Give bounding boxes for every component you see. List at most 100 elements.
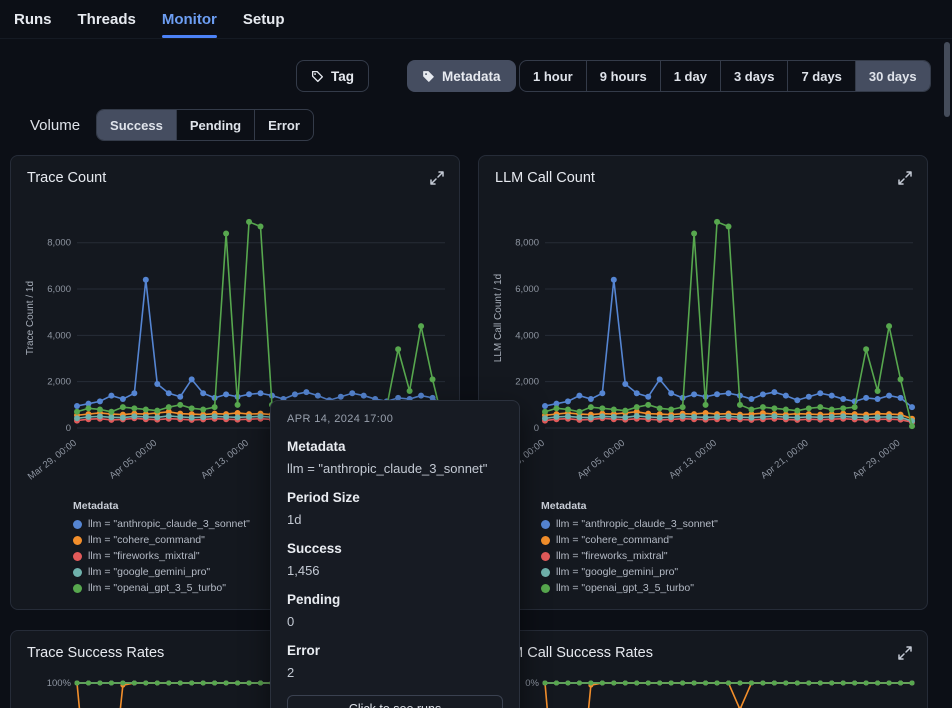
scrollbar-thumb[interactable] [944,42,950,117]
svg-text:8,000: 8,000 [47,238,71,249]
svg-text:Apr 13, 00:00: Apr 13, 00:00 [199,438,251,482]
tab-runs[interactable]: Runs [14,10,52,28]
legend-item[interactable]: llm = "openai_gpt_3_5_turbo" [73,580,250,596]
volume-label: Volume [30,116,81,134]
legend-label: llm = "cohere_command" [88,534,205,546]
expand-icon[interactable] [429,170,445,186]
metadata-filter-label: Metadata [442,68,501,84]
llm-call-success-rates-card: LLM Call Success Rates 0% [478,630,928,708]
expand-icon[interactable] [897,645,913,661]
legend-color-dot [541,551,550,561]
legend-color-dot [541,567,550,577]
legend-label: llm = "google_gemini_pro" [88,566,211,578]
volume-status-group: Success Pending Error [96,109,314,141]
card-title: Trace Count [27,170,107,186]
tooltip-pending-value: 0 [287,614,295,629]
legend-item[interactable]: llm = "google_gemini_pro" [541,564,718,580]
legend-label: llm = "fireworks_mixtral" [556,550,668,562]
svg-text:Apr 05, 00:00: Apr 05, 00:00 [575,438,627,482]
tab-threads[interactable]: Threads [77,10,136,28]
llm-call-success-rates-chart[interactable]: 0% [487,671,917,708]
svg-text:LLM Call Count / 1d: LLM Call Count / 1d [493,274,504,362]
tooltip-metadata-value: llm = "anthropic_claude_3_sonnet" [287,461,488,476]
svg-text:0: 0 [534,423,539,434]
legend-label: llm = "openai_gpt_3_5_turbo" [556,582,694,594]
legend-color-dot [73,519,82,529]
legend-item[interactable]: llm = "google_gemini_pro" [73,564,250,580]
svg-text:100%: 100% [47,678,72,689]
metadata-tag-icon [422,70,435,83]
legend-item[interactable]: llm = "cohere_command" [541,532,718,548]
legend-item[interactable]: llm = "anthropic_claude_3_sonnet" [541,516,718,532]
tooltip-pending-label: Pending [287,592,341,607]
trace-count-legend: Metadata llm = "anthropic_claude_3_sonnet… [73,500,250,596]
legend-item[interactable]: llm = "fireworks_mixtral" [541,548,718,564]
range-1-hour[interactable]: 1 hour [533,68,573,84]
legend-color-dot [73,583,82,593]
range-3-days[interactable]: 3 days [719,61,787,91]
llm-call-count-legend: Metadata llm = "anthropic_claude_3_sonnet… [541,500,718,596]
tooltip-success-label: Success [287,541,342,556]
svg-text:Trace Count / 1d: Trace Count / 1d [25,281,36,355]
legend-title: Metadata [73,500,119,512]
svg-text:6,000: 6,000 [47,284,71,295]
trace-count-card: Trace Count 0 2,000 4,000 6,000 8,000 Mar 29,… [10,155,460,610]
svg-text:6,000: 6,000 [515,284,539,295]
tag-filter-label: Tag [331,68,354,84]
svg-text:Apr 21, 00:00: Apr 21, 00:00 [759,438,811,482]
tooltip-period-size-value: 1d [287,512,302,527]
tag-filter-button[interactable]: Tag [296,60,369,92]
tooltip-timestamp: APR 14, 2024 17:00 [287,413,394,425]
volume-success-option[interactable]: Success [97,110,176,140]
click-to-see-runs-button[interactable]: Click to see runs [287,695,503,708]
card-title: LLM Call Count [495,170,595,186]
range-1-day[interactable]: 1 day [659,61,720,91]
tab-setup[interactable]: Setup [242,10,285,28]
metadata-filter-button[interactable]: Metadata [407,60,516,92]
legend-color-dot [73,551,82,561]
svg-text:Mar 29, 00:00: Mar 29, 00:00 [26,438,79,483]
volume-error-option[interactable]: Error [254,110,313,140]
svg-text:0%: 0% [525,678,539,689]
legend-color-dot [541,535,550,545]
legend-label: llm = "google_gemini_pro" [556,566,679,578]
legend-color-dot [541,519,550,529]
filter-toolbar: Tag Metadata 1 hour 9 hours 1 day 3 days… [0,60,952,94]
tab-monitor[interactable]: Monitor [161,0,217,38]
legend-item[interactable]: llm = "openai_gpt_3_5_turbo" [541,580,718,596]
time-range-group: 1 hour 9 hours 1 day 3 days 7 days 30 da… [519,60,931,92]
expand-icon[interactable] [897,170,913,186]
top-nav: Runs Threads Monitor Setup [0,0,952,39]
svg-text:2,000: 2,000 [47,377,71,388]
volume-row: Volume Success Pending Error [30,108,314,142]
svg-text:Apr 13, 00:00: Apr 13, 00:00 [667,438,719,482]
svg-text:4,000: 4,000 [515,330,539,341]
svg-text:2,000: 2,000 [515,377,539,388]
tooltip-period-size-label: Period Size [287,490,360,505]
card-title: LLM Call Success Rates [495,645,653,661]
legend-title: Metadata [541,500,587,512]
svg-text:Apr 29, 00:00: Apr 29, 00:00 [851,438,903,482]
legend-label: llm = "anthropic_claude_3_sonnet" [88,518,250,530]
tooltip-error-label: Error [287,643,321,658]
legend-color-dot [73,535,82,545]
legend-item[interactable]: llm = "cohere_command" [73,532,250,548]
svg-text:0: 0 [66,423,71,434]
svg-text:8,000: 8,000 [515,238,539,249]
svg-text:4,000: 4,000 [47,330,71,341]
legend-label: llm = "anthropic_claude_3_sonnet" [556,518,718,530]
tooltip-success-value: 1,456 [287,563,320,578]
legend-label: llm = "fireworks_mixtral" [88,550,200,562]
legend-label: llm = "openai_gpt_3_5_turbo" [88,582,226,594]
legend-item[interactable]: llm = "anthropic_claude_3_sonnet" [73,516,250,532]
volume-pending-option[interactable]: Pending [175,110,254,140]
legend-item[interactable]: llm = "fireworks_mixtral" [73,548,250,564]
svg-text:Apr 05, 00:00: Apr 05, 00:00 [107,438,159,482]
tooltip-error-value: 2 [287,665,295,680]
range-7-days[interactable]: 7 days [787,61,854,91]
legend-label: llm = "cohere_command" [556,534,673,546]
range-9-hours[interactable]: 9 hours [585,61,660,91]
range-30-days[interactable]: 30 days [854,61,930,91]
